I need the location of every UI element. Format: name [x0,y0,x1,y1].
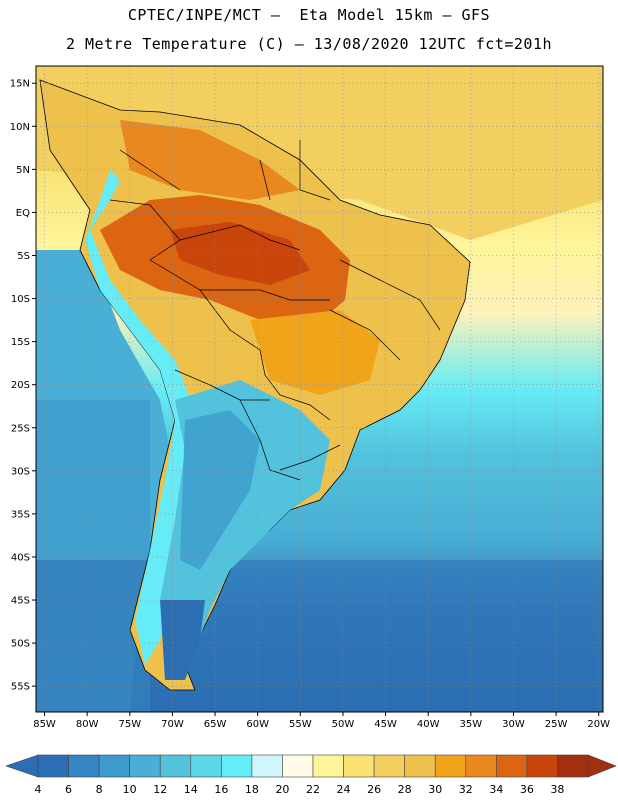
colorbar-swatch [190,754,222,778]
latitude-tick-label: 50S [11,639,30,650]
colorbar-swatch [434,754,467,778]
latitude-tick-label: 15N [10,79,30,90]
southern-ocean [36,560,603,712]
latitude-tick-label: 5S [17,251,30,262]
longitude-tick-label: 35W [460,719,483,730]
latitude-tick-label: 20S [11,380,30,391]
longitude-tick-label: 55W [289,719,312,730]
colorbar-swatch [221,754,253,778]
latitude-tick-label: 40S [11,552,30,563]
argentina-cold [180,410,260,570]
longitude-tick-label: 50W [332,719,355,730]
graticule [36,66,603,712]
latitude-tick-label: 25S [11,423,30,434]
colorbar-label: 34 [489,783,503,796]
colorbar-label: 14 [184,783,198,796]
colorbar-label: 10 [123,783,137,796]
longitude-tick-label: 85W [33,719,56,730]
latitude-tick-label: 5N [16,165,30,176]
chart-title-line-2: 2 Metre Temperature (C) – 13/08/2020 12U… [65,35,553,53]
latitude-tick-label: 10S [11,294,30,305]
colorbar-label: 20 [275,783,289,796]
latitude-tick-label: 30S [11,466,30,477]
colorbar-low-arrow [5,754,39,778]
latitude-tick-label: 35S [11,509,30,520]
longitude-axis: 85W 80W 75W 70W 65W 60W 55W 50W 45W 40W 35W 30W 25W 2… [33,712,610,730]
longitude-tick-label: 65W [204,719,227,730]
colorbar-label: 36 [520,783,534,796]
colorbar-swatch [373,754,405,778]
latitude-axis: 15N 10N 5N EQ 5S 10S 15S 20S 25S 30S 35S 40S 45S 50S 5… [10,79,36,693]
latitude-tick-label: 10N [10,122,30,133]
latitude-tick-label: EQ [16,208,30,219]
chart-title-line-1: CPTEC/INPE/MCT – Eta Model 15km – GFS [127,6,491,24]
colorbar-swatch [496,754,528,778]
latitude-tick-label: 15S [11,337,30,348]
andes-cold-strip [85,170,195,665]
colorbar-swatch [129,754,161,778]
patagonia-cold [160,600,205,680]
colorbar-label: 28 [398,783,412,796]
colorbar-label: 4 [35,783,42,796]
colorbar-label: 22 [306,783,320,796]
colorbar-swatch [68,754,100,778]
colorbar-swatch [98,754,130,778]
colorbar-label: 6 [65,783,72,796]
colorbar-label: 32 [459,783,473,796]
colorbar-high-arrow [587,754,617,778]
colorbar-label: 26 [367,783,381,796]
colorbar-swatch [404,754,436,778]
colorbar-label: 38 [550,783,564,796]
longitude-tick-label: 25W [545,719,568,730]
longitude-tick-label: 45W [374,719,397,730]
tropical-atlantic-warm [36,66,603,240]
amazon-hottest-zone [170,222,310,285]
colorbar-label: 12 [153,783,167,796]
colorbar-swatch [312,754,344,778]
longitude-tick-label: 60W [246,719,269,730]
colorbar-swatch [526,754,558,778]
longitude-tick-label: 40W [417,719,440,730]
central-brazil-zone [250,310,380,395]
colorbar-swatch [251,754,283,778]
longitude-tick-label: 20W [587,719,610,730]
colorbar-swatch [159,754,192,778]
map-frame [35,65,604,713]
longitude-tick-label: 75W [118,719,141,730]
colorbar-label: 8 [96,783,103,796]
colorbar-swatch [282,754,314,778]
latitude-tick-label: 55S [11,682,30,693]
country-borders [109,140,441,481]
latitude-tick-label: 45S [11,596,30,607]
colorbar-swatch [465,754,497,778]
colorbar-swatch [343,754,375,778]
longitude-tick-label: 30W [502,719,525,730]
colorbar-label: 30 [428,783,442,796]
colorbar: 4 6 8 10 12 14 16 18 20 22 24 26 28 30 32 34 36 38 [5,754,617,796]
colorbar-label: 24 [337,783,351,796]
colorbar-label: 18 [245,783,259,796]
longitude-tick-label: 80W [76,719,99,730]
longitude-tick-label: 70W [161,719,184,730]
colorbar-swatch [37,754,69,778]
colorbar-swatch [557,754,589,778]
colorbar-label: 16 [214,783,228,796]
